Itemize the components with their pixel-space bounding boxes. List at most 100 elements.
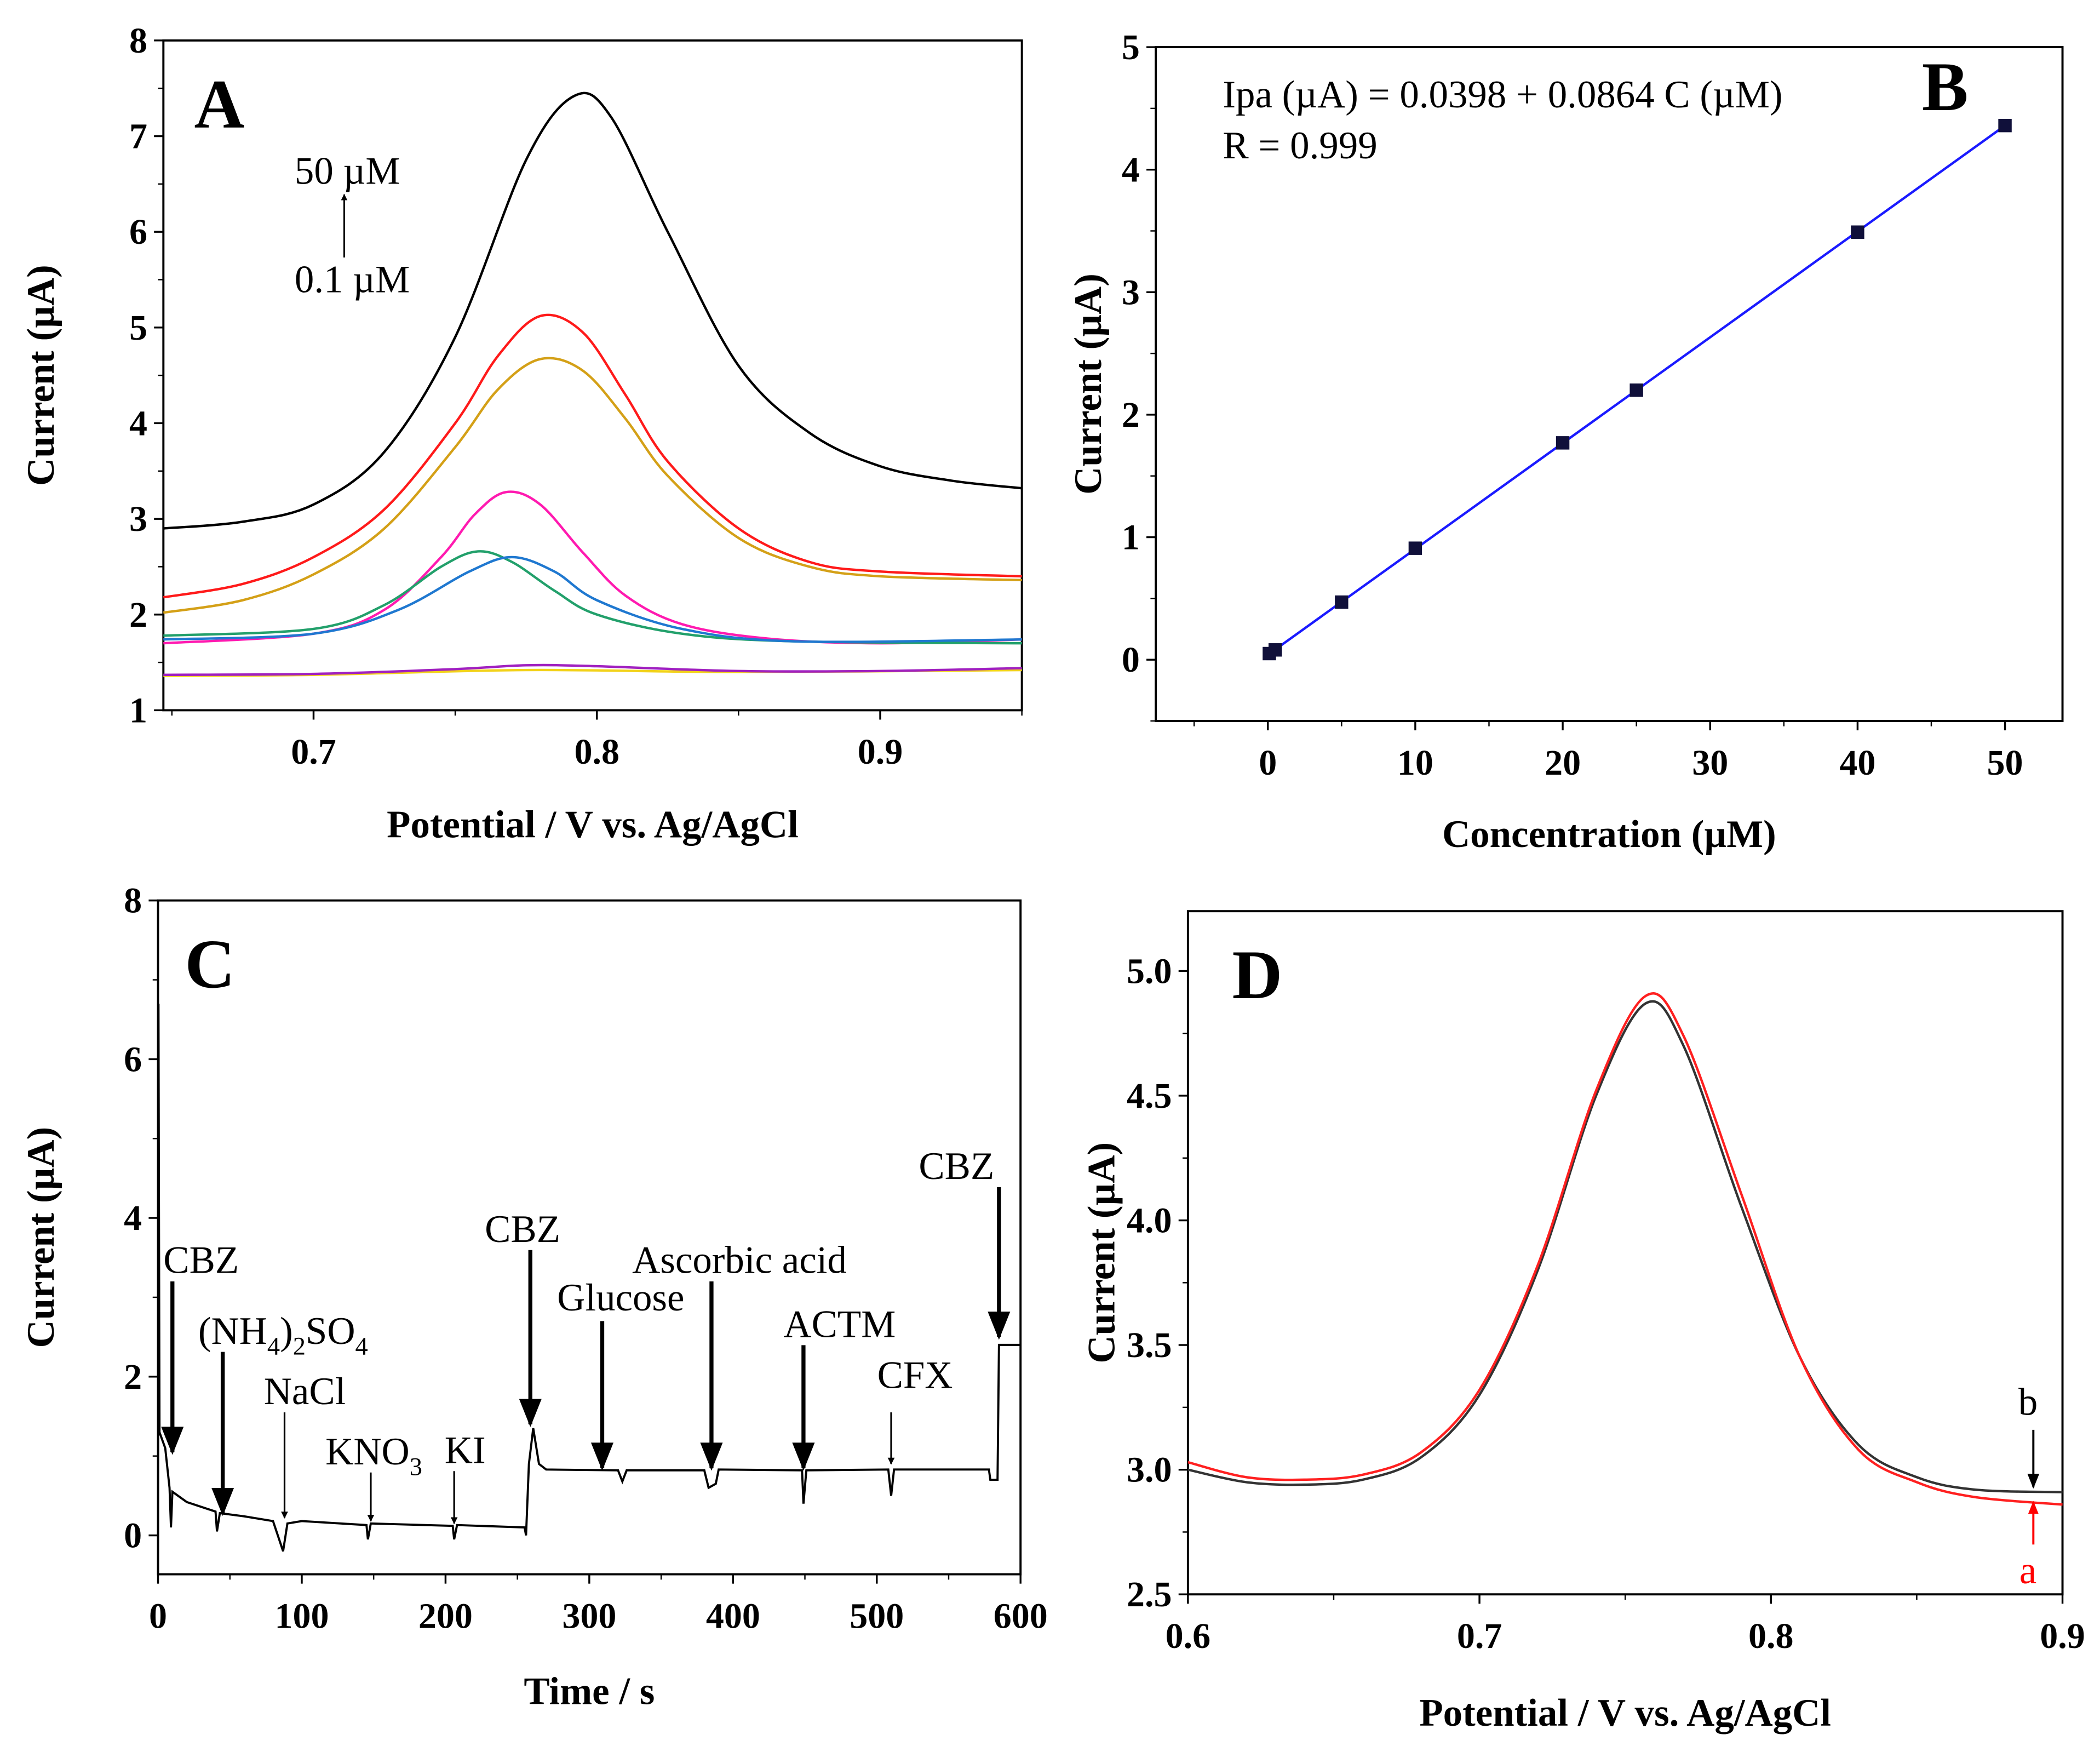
y-tick-label: 5 — [129, 308, 147, 348]
y-tick-label: 3.5 — [1127, 1325, 1172, 1365]
y-tick-label: 0 — [124, 1516, 142, 1556]
data-point — [1408, 541, 1422, 555]
data-point — [1851, 225, 1864, 239]
label-text: (NH — [198, 1310, 267, 1353]
x-tick-label: 300 — [562, 1596, 616, 1636]
data-point — [1268, 643, 1282, 657]
y-tick-label: 1 — [1122, 518, 1140, 558]
plot-frame — [1155, 46, 2064, 722]
plot-frame — [1186, 910, 2064, 1596]
series-line-curve-orange — [163, 357, 1022, 614]
y-tick-label: 4.0 — [1127, 1201, 1172, 1241]
label-text: CBZ — [163, 1239, 239, 1281]
data-point — [1556, 436, 1570, 450]
x-tick-label: 10 — [1397, 743, 1433, 783]
x-tick-label: 0.9 — [858, 732, 903, 772]
y-tick-label: 4 — [1122, 150, 1140, 190]
label-text: CFX — [877, 1354, 953, 1397]
x-axis-title: Potential / V vs. Ag/AgCl — [1419, 1692, 1831, 1734]
y-tick-label: 7 — [129, 116, 147, 156]
series-line-b — [1187, 1000, 2063, 1493]
interferent-label: KI — [445, 1429, 486, 1472]
label-text: SO — [306, 1310, 355, 1353]
data-point — [1629, 383, 1643, 397]
panel-d: 0.6 0.7 0.8 0.9 2.5 3.0 3.5 4.0 4.5 5.0 Potential … — [1080, 910, 2085, 1734]
panel-label: B — [1922, 48, 1969, 125]
x-tick-label: 0.7 — [1457, 1616, 1502, 1656]
y-tick-label: 5 — [1122, 27, 1140, 67]
curve-a-label: a — [2019, 1549, 2036, 1592]
x-tick-label: 50 — [1987, 743, 2023, 783]
interferent-label: Ascorbic acid — [632, 1239, 847, 1281]
x-tick-label: 0.7 — [291, 732, 336, 772]
y-tick-label: 2 — [129, 595, 147, 635]
series-line-50-m — [163, 91, 1022, 530]
y-axis-title: Current (µA) — [1067, 273, 1110, 495]
series-line-amperometric-trace — [157, 1003, 1021, 1575]
x-tick-label: 500 — [850, 1596, 904, 1636]
panel-b: 0 10 20 30 40 50 0 1 2 3 4 5 Concentration (µM) Curre… — [1067, 27, 2064, 856]
label-subscript: 4 — [355, 1333, 368, 1361]
y-tick-label: 2.5 — [1127, 1575, 1172, 1615]
panel-label: C — [185, 926, 235, 1003]
x-tick-label: 0 — [149, 1596, 167, 1636]
interferent-label: CFX — [877, 1354, 953, 1397]
series-line-a — [1187, 992, 2063, 1506]
annotation-bottom-concentration: 0.1 µM — [295, 259, 410, 301]
label-text: Ascorbic acid — [632, 1239, 847, 1281]
y-tick-label: 3 — [129, 499, 147, 539]
y-axis-title: Current (µA) — [20, 1127, 62, 1348]
x-tick-label: 200 — [418, 1596, 473, 1636]
plot-frame — [157, 899, 1022, 1576]
label-text: ) — [280, 1310, 293, 1353]
series-line-0-1-m — [163, 663, 1022, 676]
y-tick-label: 4 — [129, 403, 147, 443]
label-subscript: 4 — [267, 1333, 280, 1361]
label-text: NaCl — [264, 1370, 346, 1413]
label-text: CBZ — [919, 1145, 994, 1188]
panel-a: 0.7 0.8 0.9 1 2 3 4 5 6 7 8 Potential / V vs. Ag/Ag… — [20, 21, 1023, 846]
y-axis-title: Current (µA) — [1080, 1142, 1123, 1364]
interferent-label: ACTM — [783, 1303, 896, 1346]
x-tick-label: 100 — [274, 1596, 329, 1636]
interferent-label: Glucose — [557, 1276, 684, 1319]
y-tick-label: 1 — [129, 690, 147, 730]
y-tick-label: 6 — [124, 1039, 142, 1079]
y-tick-label: 8 — [129, 21, 147, 61]
label-text: ACTM — [783, 1303, 896, 1346]
annotation-top-concentration: 50 µM — [295, 150, 400, 192]
x-axis-title: Concentration (µM) — [1442, 813, 1776, 856]
label-text: KI — [445, 1429, 486, 1472]
x-tick-label: 30 — [1692, 743, 1728, 783]
interferent-label: CBZ — [485, 1208, 560, 1251]
interferent-label: (NH4)2SO4 — [198, 1310, 368, 1361]
panel-label: A — [194, 66, 245, 143]
y-tick-label: 8 — [124, 881, 142, 921]
label-subscript: 3 — [410, 1453, 422, 1481]
x-tick-label: 600 — [994, 1596, 1048, 1636]
interferent-label: KNO3 — [325, 1430, 422, 1481]
interferent-label: NaCl — [264, 1370, 346, 1413]
y-tick-label: 2 — [1122, 395, 1140, 435]
y-tick-label: 4.5 — [1127, 1076, 1172, 1116]
data-point — [1998, 118, 2012, 133]
y-tick-label: 3 — [1122, 272, 1140, 312]
x-tick-label: 0.9 — [2040, 1616, 2085, 1656]
label-subscript: 2 — [293, 1333, 306, 1361]
y-tick-label: 4 — [124, 1198, 142, 1238]
series-line-curve-blue — [163, 556, 1022, 643]
x-tick-label: 400 — [706, 1596, 760, 1636]
interferent-label: CBZ — [919, 1145, 994, 1188]
panel-label: D — [1232, 936, 1283, 1014]
x-tick-label: 0.8 — [1748, 1616, 1794, 1656]
fit-r-value: R = 0.999 — [1223, 124, 1377, 167]
y-tick-label: 3.0 — [1127, 1450, 1172, 1490]
y-tick-label: 6 — [129, 212, 147, 252]
series-line-curve-red — [163, 313, 1022, 599]
interferent-label: CBZ — [163, 1239, 239, 1281]
y-tick-label: 5.0 — [1127, 951, 1172, 991]
label-text: Glucose — [557, 1276, 684, 1319]
y-axis-title: Current (µA) — [20, 265, 62, 486]
